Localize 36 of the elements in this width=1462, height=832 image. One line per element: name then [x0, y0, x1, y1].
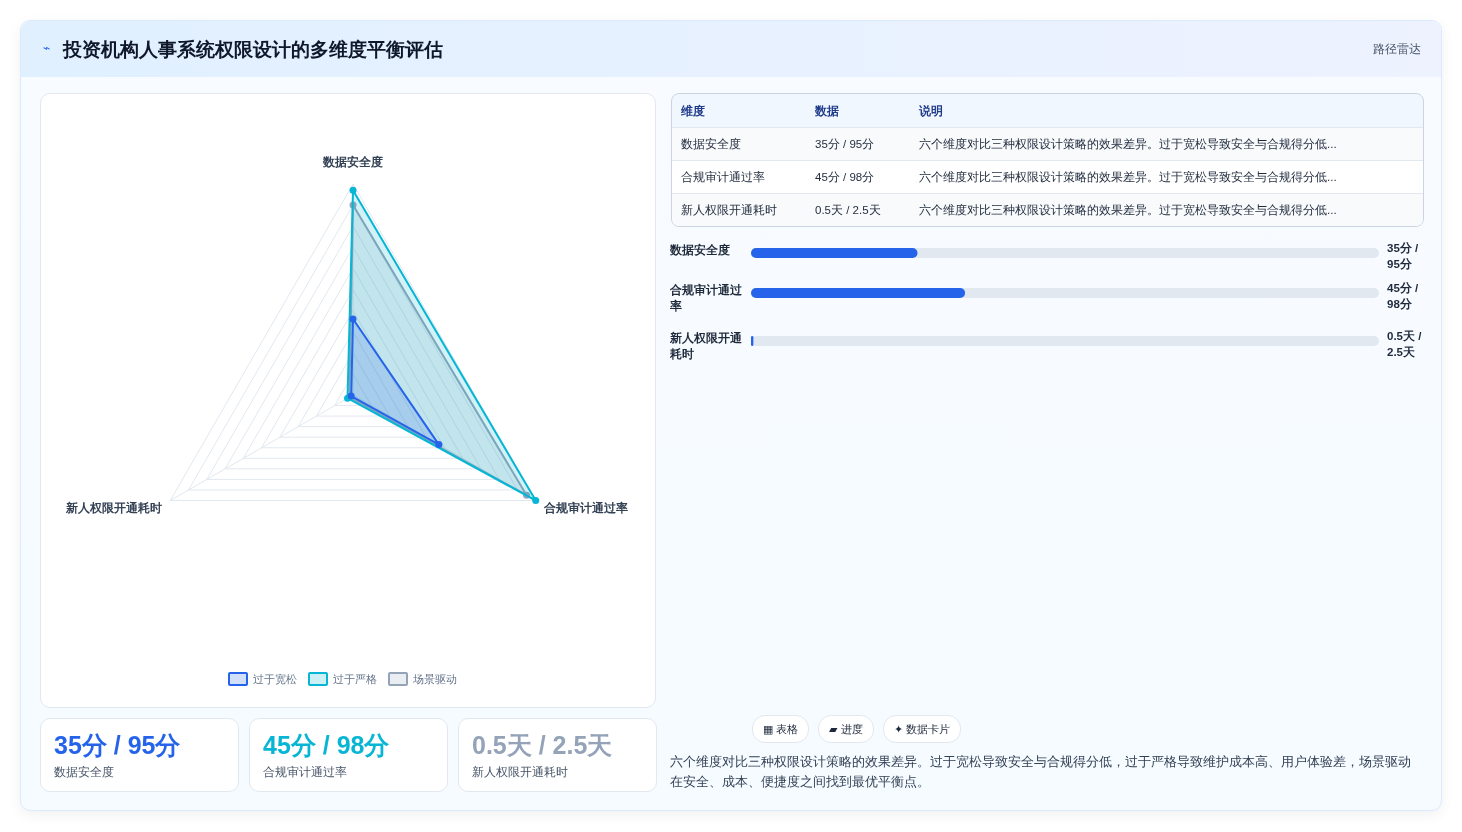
- text: 合规审计通过率: [681, 170, 765, 185]
- text: 路径雷达: [1373, 41, 1421, 58]
- text: 0.5天 / 2.5天: [815, 203, 881, 218]
- text: 数据: [815, 104, 839, 119]
- y-tick-label: 合规审计通过率: [670, 283, 743, 314]
- spoke-label: 合规审计通过率: [542, 500, 628, 515]
- text: 合规审计通过率: [263, 765, 347, 780]
- data-label: 0.5天 / 2.5天: [1387, 329, 1423, 360]
- text: 数据安全度: [54, 765, 114, 780]
- spoke-label: 数据安全度: [322, 155, 383, 169]
- text: 0.5天 / 2.5天: [472, 730, 613, 761]
- text: 新人权限开通耗时: [681, 203, 777, 218]
- text: 新人权限开通耗时: [472, 765, 568, 780]
- legend-label: 过于宽松: [253, 673, 297, 685]
- text: 说明: [919, 104, 943, 119]
- text: ▦ 表格: [752, 715, 810, 743]
- legend-label: 过于严格: [333, 673, 377, 685]
- data-label: 45分 / 98分: [1387, 281, 1420, 312]
- data-label: 35分 / 95分: [1387, 241, 1420, 272]
- y-tick-label: 数据安全度: [670, 242, 731, 258]
- text: 35分 / 95分: [54, 730, 181, 761]
- text: ✦ 数据卡片: [883, 715, 962, 743]
- legend-label: 场景驱动: [412, 673, 457, 685]
- text: 维度: [681, 104, 705, 119]
- text: ⌁: [43, 41, 51, 55]
- text: 投资机构人事系统权限设计的多维度平衡评估: [63, 38, 443, 62]
- text: 六个维度对比三种权限设计策略的效果差异。过于宽松导致安全与合规得分低...: [919, 137, 1337, 152]
- spoke-label: 新人权限开通耗时: [65, 500, 163, 515]
- text: 45分 / 98分: [815, 170, 875, 185]
- text: 六个维度对比三种权限设计策略的效果差异。过于宽松导致安全与合规得分低...: [919, 170, 1337, 185]
- text: ▰ 进度: [818, 715, 874, 743]
- y-tick-label: 新人权限开通耗时: [670, 330, 743, 362]
- text: 六个维度对比三种权限设计策略的效果差异。过于宽松导致安全与合规得分低...: [919, 203, 1337, 218]
- text: 35分 / 95分: [815, 137, 875, 152]
- text: 45分 / 98分: [263, 730, 390, 761]
- text: 六个维度对比三种权限设计策略的效果差异。过于宽松导致安全与合规得分低，过于严格导致维护成本高、用户体验差，场景驱动在安全、成本、便捷度之间找到最优平衡点。: [670, 754, 1412, 791]
